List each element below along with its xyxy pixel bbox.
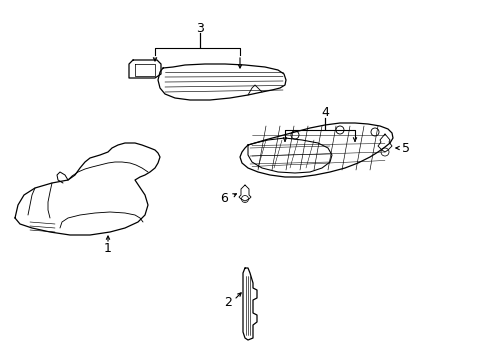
Text: 6: 6 [220,192,227,204]
Text: 5: 5 [401,141,409,154]
Text: 3: 3 [196,22,203,35]
Text: 1: 1 [104,242,112,255]
Text: 2: 2 [224,296,231,309]
Text: 4: 4 [321,105,328,118]
